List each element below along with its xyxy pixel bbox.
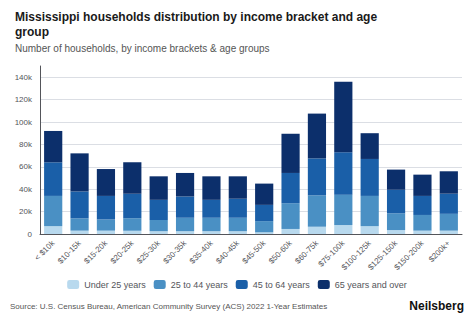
svg-text:$35-40k: $35-40k	[188, 239, 215, 266]
svg-text:Mississippi households distrib: Mississippi households distribution by i…	[15, 10, 377, 24]
svg-text:$25-30k: $25-30k	[135, 239, 162, 266]
svg-text:Neilsberg: Neilsberg	[409, 299, 464, 313]
svg-text:Number of households, by incom: Number of households, by income brackets…	[15, 43, 270, 54]
svg-text:80k: 80k	[19, 140, 33, 149]
svg-text:$125-150k: $125-150k	[366, 238, 400, 272]
svg-text:140k: 140k	[15, 73, 33, 82]
svg-text:$200k+: $200k+	[427, 239, 452, 264]
svg-text:$30-35k: $30-35k	[161, 239, 188, 266]
svg-text:45 to 64 years: 45 to 64 years	[253, 280, 311, 290]
svg-text:0: 0	[28, 230, 33, 239]
svg-text:$50-60k: $50-60k	[267, 239, 294, 266]
svg-text:$60-75k: $60-75k	[293, 238, 321, 266]
svg-text:120k: 120k	[15, 95, 33, 104]
svg-text:$15-20k: $15-20k	[82, 239, 109, 266]
svg-text:40k: 40k	[19, 185, 33, 194]
svg-text:20k: 20k	[19, 207, 33, 216]
svg-text:$10-15k: $10-15k	[56, 239, 83, 266]
svg-text:$75-100k: $75-100k	[316, 238, 347, 269]
svg-text:$40-45k: $40-45k	[214, 239, 241, 266]
svg-text:Under 25 years: Under 25 years	[84, 280, 146, 290]
svg-text:25 to 44 years: 25 to 44 years	[171, 280, 229, 290]
svg-text:65 years and over: 65 years and over	[335, 280, 407, 290]
svg-text:< $10k: < $10k	[33, 239, 56, 262]
svg-text:$150-200k: $150-200k	[393, 239, 426, 272]
svg-text:$100-125k: $100-125k	[339, 238, 373, 272]
svg-text:100k: 100k	[15, 118, 33, 127]
svg-text:$45-50k: $45-50k	[241, 239, 268, 266]
svg-text:Source: U.S. Census Bureau, Am: Source: U.S. Census Bureau, American Com…	[10, 302, 327, 311]
svg-text:60k: 60k	[19, 162, 33, 171]
svg-text:group: group	[15, 25, 49, 39]
svg-text:$20-25k: $20-25k	[109, 239, 136, 266]
